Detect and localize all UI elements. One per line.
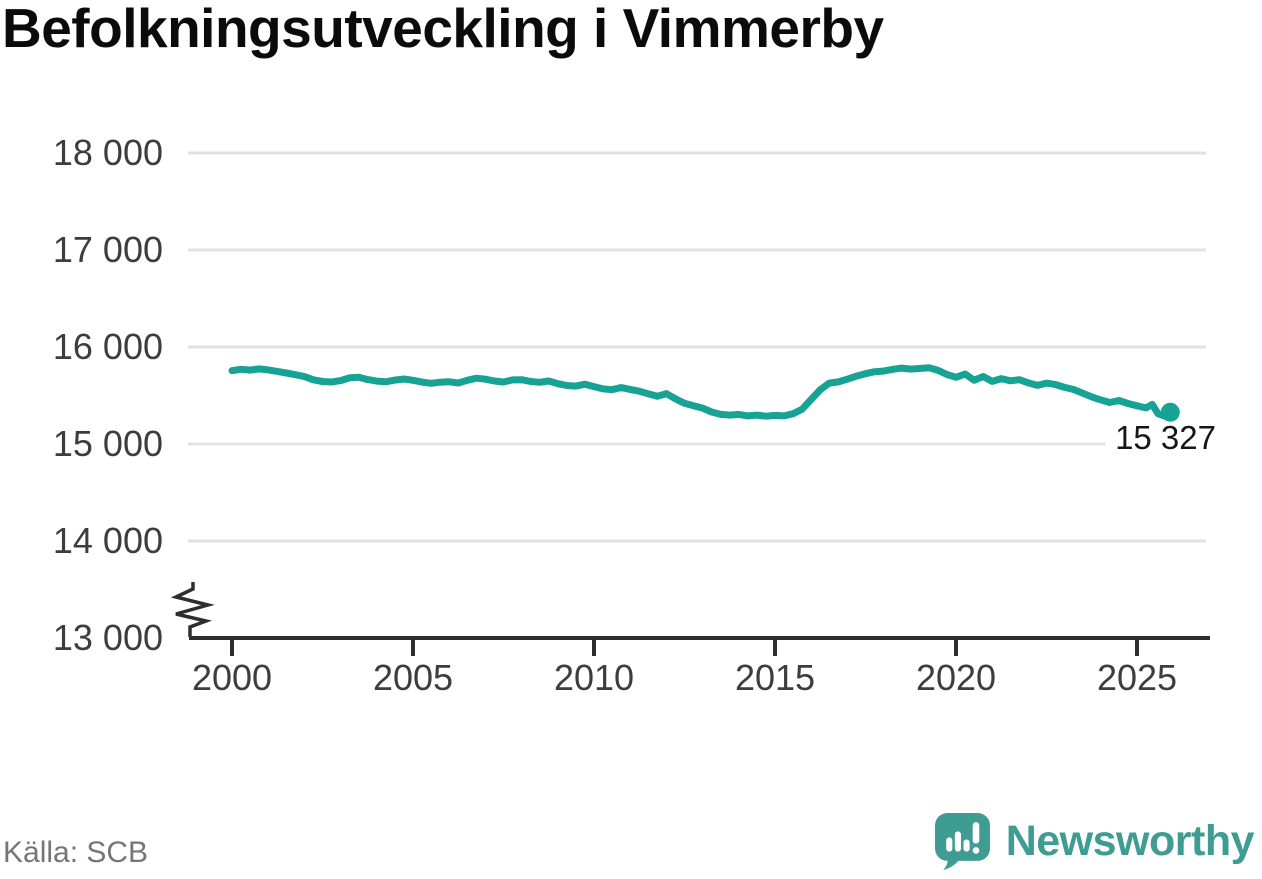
population-chart-svg: 18 000 17 000 16 000 15 000 14 000 13 000 2000… bbox=[53, 132, 1216, 698]
logo-exclamation-dot bbox=[972, 847, 980, 854]
newsworthy-logo: Newsworthy bbox=[934, 812, 1255, 871]
newsworthy-logo-icon bbox=[934, 813, 990, 870]
end-value-label: 15 327 bbox=[1115, 419, 1216, 456]
axis-break-icon bbox=[170, 582, 215, 637]
x-tick-label: 2000 bbox=[192, 657, 272, 698]
x-tick-label: 2015 bbox=[735, 657, 815, 698]
logo-bar-1 bbox=[945, 837, 953, 852]
x-tick-label: 2020 bbox=[916, 657, 996, 698]
logo-bar-2 bbox=[954, 831, 961, 852]
y-tick-label: 17 000 bbox=[53, 229, 163, 270]
y-tick-label: 15 000 bbox=[53, 423, 163, 464]
newsworthy-logo-text: Newsworthy bbox=[1005, 817, 1255, 865]
y-tick-label: 13 000 bbox=[53, 617, 163, 658]
y-tick-label: 18 000 bbox=[53, 132, 163, 173]
source-label: Källa: SCB bbox=[3, 836, 149, 869]
x-tick-label: 2025 bbox=[1097, 657, 1177, 698]
logo-exclamation-bar bbox=[972, 822, 980, 844]
chart-title: Befolkningsutveckling i Vimmerby bbox=[2, 0, 884, 59]
y-tick-label: 16 000 bbox=[53, 326, 163, 367]
x-tick-label: 2005 bbox=[373, 657, 453, 698]
population-line bbox=[228, 364, 1174, 420]
logo-bar-3 bbox=[963, 839, 970, 852]
end-point-marker bbox=[1160, 402, 1180, 422]
x-tick-label: 2010 bbox=[554, 657, 634, 698]
y-tick-label: 14 000 bbox=[53, 520, 163, 561]
